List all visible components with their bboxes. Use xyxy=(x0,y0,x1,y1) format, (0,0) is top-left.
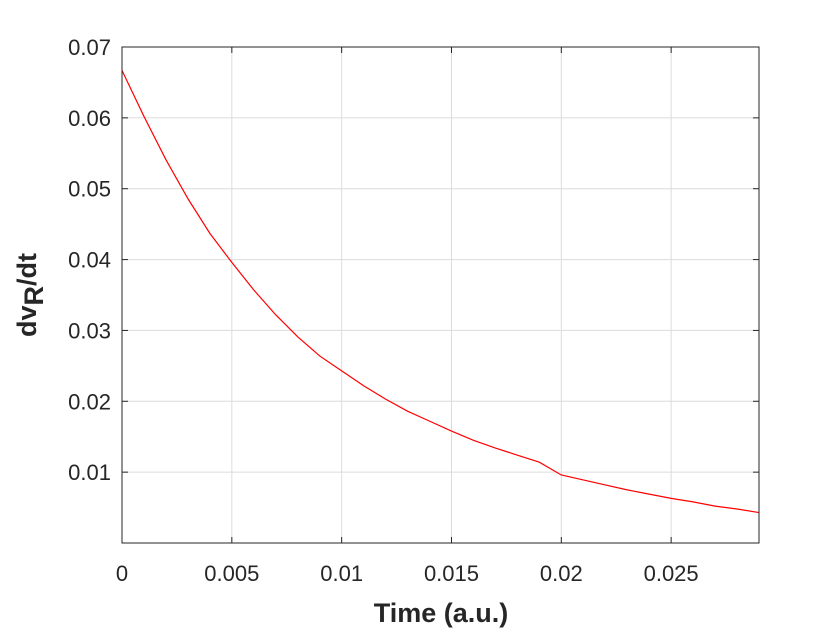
x-tick-label: 0 xyxy=(116,561,128,586)
y-axis-title-main: dv xyxy=(12,305,42,337)
y-tick-label: 0.03 xyxy=(68,318,111,343)
y-tick-labels: 0.01 0.02 0.03 0.04 0.05 0.06 0.07 xyxy=(68,35,111,485)
y-tick-label: 0.02 xyxy=(68,389,111,414)
x-tick-label: 0.015 xyxy=(424,561,479,586)
y-axis-title: dvR/dt xyxy=(12,253,49,337)
y-tick-label: 0.05 xyxy=(68,177,111,202)
x-axis-title: Time (a.u.) xyxy=(374,598,509,628)
y-axis-title-subscript: R xyxy=(19,286,49,306)
x-tick-labels: 0 0.005 0.01 0.015 0.02 0.025 xyxy=(116,561,699,586)
y-tick-label: 0.06 xyxy=(68,106,111,131)
y-tick-label: 0.07 xyxy=(68,35,111,60)
x-tick-label: 0.025 xyxy=(644,561,699,586)
y-axis-title-tail: /dt xyxy=(12,253,42,286)
x-tick-label: 0.005 xyxy=(204,561,259,586)
x-tick-label: 0.01 xyxy=(320,561,363,586)
x-tick-label: 0.02 xyxy=(540,561,583,586)
y-tick-label: 0.01 xyxy=(68,460,111,485)
series-line xyxy=(121,70,760,514)
y-tick-label: 0.04 xyxy=(68,248,111,273)
axis-ticks xyxy=(121,46,759,543)
plot-area-frame xyxy=(121,46,760,544)
series-layer xyxy=(121,70,760,514)
